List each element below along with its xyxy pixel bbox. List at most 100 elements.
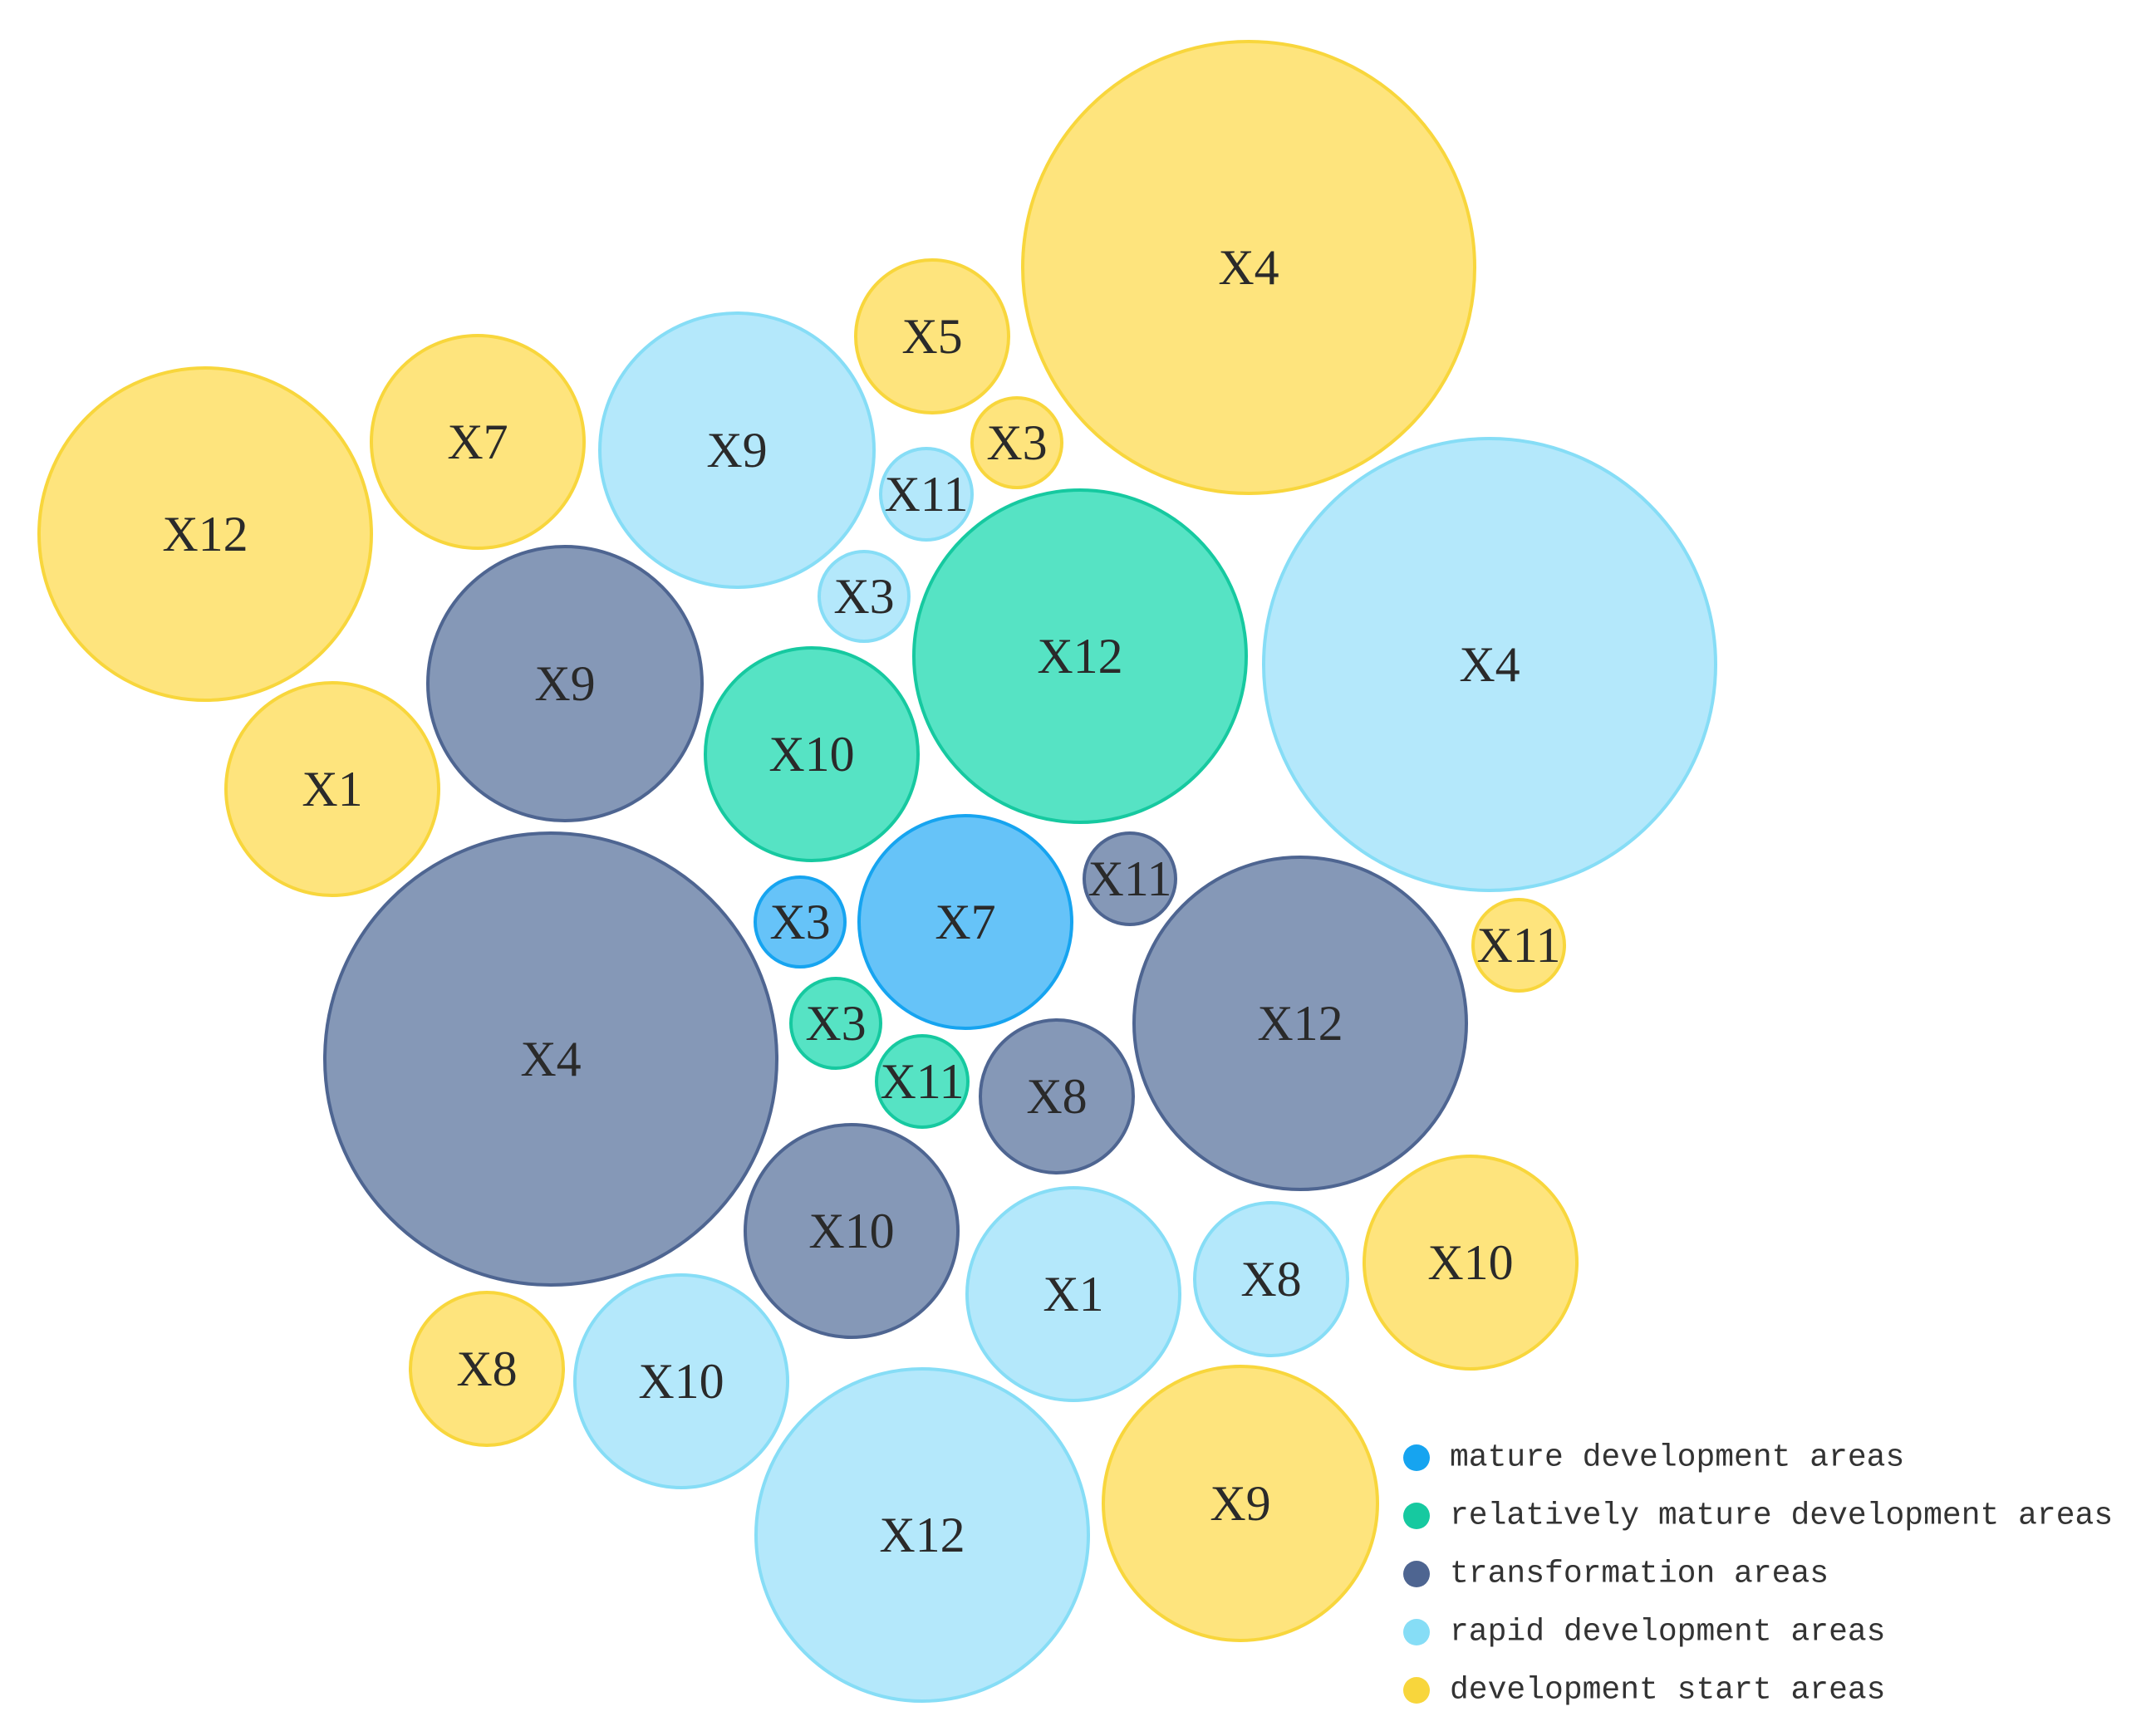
bubble-circle xyxy=(857,814,1073,1030)
bubble-circle xyxy=(704,646,920,862)
legend-item-mature: mature development areas xyxy=(1403,1440,1904,1476)
bubble-rapid-x12: X12 xyxy=(754,1367,1090,1703)
legend-marker xyxy=(1403,1503,1430,1529)
legend-marker xyxy=(1403,1444,1430,1471)
bubble-start-x5: X5 xyxy=(854,258,1010,414)
bubble-label: X12 xyxy=(1037,629,1122,684)
bubble-label: X1 xyxy=(302,762,362,817)
bubble-circle xyxy=(979,1018,1135,1174)
bubble-label: X9 xyxy=(1210,1476,1270,1531)
bubble-rapid-x1: X1 xyxy=(965,1186,1181,1402)
bubble-circle xyxy=(754,1367,1090,1703)
bubble-circle xyxy=(1132,856,1468,1191)
bubble-circle xyxy=(573,1273,789,1489)
bubble-circle xyxy=(818,550,911,643)
bubble-relatively_mature-x11: X11 xyxy=(875,1034,970,1129)
legend-label: rapid development areas xyxy=(1450,1615,1886,1650)
bubble-transformation-x12: X12 xyxy=(1132,856,1468,1191)
bubble-circle xyxy=(1102,1365,1379,1642)
bubble-transformation-x9: X9 xyxy=(426,545,704,822)
bubble-start-x3: X3 xyxy=(970,396,1063,489)
bubble-start-x10: X10 xyxy=(1363,1155,1579,1371)
bubble-label: X12 xyxy=(879,1508,965,1562)
bubble-circle xyxy=(323,831,778,1287)
bubble-circle xyxy=(879,447,974,542)
bubble-label: X11 xyxy=(1476,918,1560,973)
bubble-circle xyxy=(912,488,1248,824)
bubble-circle xyxy=(970,396,1063,489)
bubble-label: X4 xyxy=(1218,240,1279,295)
bubble-label: X1 xyxy=(1043,1267,1103,1322)
bubble-circle xyxy=(1471,898,1566,993)
bubble-circle xyxy=(789,977,882,1070)
bubble-start-x8: X8 xyxy=(409,1291,565,1447)
bubble-circle xyxy=(1021,40,1476,495)
legend-label: mature development areas xyxy=(1450,1440,1904,1476)
bubble-label: X3 xyxy=(769,895,830,949)
bubble-circle xyxy=(875,1034,970,1129)
bubble-circle xyxy=(1262,437,1717,892)
legend-marker xyxy=(1403,1677,1430,1704)
bubble-circle xyxy=(409,1291,565,1447)
bubble-label: X10 xyxy=(638,1354,724,1409)
legend-item-start: development start areas xyxy=(1403,1673,1886,1709)
bubble-start-x12: X12 xyxy=(37,366,373,702)
bubble-label: X11 xyxy=(884,467,968,522)
bubble-label: X12 xyxy=(162,507,248,562)
bubble-label: X7 xyxy=(447,414,508,469)
bubble-circle xyxy=(1083,831,1177,926)
bubble-start-x11: X11 xyxy=(1471,898,1566,993)
bubble-label: X7 xyxy=(935,895,995,949)
bubble-label: X10 xyxy=(768,727,854,782)
bubbles-group: X4 X5 X3 X7 X12 X1 X11 X10 X8 X9 X9 X11 X3 X4 X1 X8 X10 X… xyxy=(37,40,1717,1703)
bubble-circle xyxy=(1193,1201,1349,1357)
bubble-rapid-x10: X10 xyxy=(573,1273,789,1489)
bubble-circle xyxy=(598,311,876,589)
bubble-circle xyxy=(1363,1155,1579,1371)
legend: mature development areas relatively matur… xyxy=(1403,1440,2113,1709)
bubble-relatively_mature-x12: X12 xyxy=(912,488,1248,824)
bubble-label: X5 xyxy=(901,309,962,364)
bubble-label: X3 xyxy=(986,415,1047,470)
bubble-circle xyxy=(224,681,440,897)
bubble-start-x7: X7 xyxy=(370,334,586,550)
bubble-mature-x7: X7 xyxy=(857,814,1073,1030)
bubble-label: X11 xyxy=(1088,851,1171,906)
bubble-circle xyxy=(854,258,1010,414)
legend-label: transformation areas xyxy=(1450,1557,1829,1592)
bubble-circle xyxy=(370,334,586,550)
bubble-transformation-x4: X4 xyxy=(323,831,778,1287)
bubble-label: X11 xyxy=(880,1054,964,1109)
bubble-label: X10 xyxy=(808,1204,894,1258)
bubble-circle xyxy=(37,366,373,702)
bubble-label: X3 xyxy=(833,569,894,624)
bubble-transformation-x8: X8 xyxy=(979,1018,1135,1174)
legend-label: relatively mature development areas xyxy=(1450,1498,2113,1534)
legend-item-rapid: rapid development areas xyxy=(1403,1615,1886,1650)
bubble-circle xyxy=(744,1123,960,1339)
legend-marker xyxy=(1403,1561,1430,1587)
legend-label: development start areas xyxy=(1450,1673,1886,1709)
bubble-start-x9: X9 xyxy=(1102,1365,1379,1642)
bubble-label: X4 xyxy=(520,1032,581,1086)
bubble-label: X12 xyxy=(1257,996,1343,1051)
legend-item-transformation: transformation areas xyxy=(1403,1557,1829,1592)
bubble-rapid-x9: X9 xyxy=(598,311,876,589)
bubble-label: X8 xyxy=(1240,1252,1301,1307)
bubble-relatively_mature-x3: X3 xyxy=(789,977,882,1070)
bubble-rapid-x8: X8 xyxy=(1193,1201,1349,1357)
bubble-rapid-x3: X3 xyxy=(818,550,911,643)
legend-item-relatively-mature: relatively mature development areas xyxy=(1403,1498,2113,1534)
bubble-transformation-x11: X11 xyxy=(1083,831,1177,926)
bubble-mature-x3: X3 xyxy=(754,875,847,969)
bubble-label: X10 xyxy=(1427,1235,1513,1290)
bubble-rapid-x4: X4 xyxy=(1262,437,1717,892)
bubble-circle xyxy=(426,545,704,822)
bubble-label: X8 xyxy=(1026,1069,1087,1124)
bubble-circle xyxy=(754,875,847,969)
bubble-start-x4: X4 xyxy=(1021,40,1476,495)
bubble-start-x1: X1 xyxy=(224,681,440,897)
bubble-circle xyxy=(965,1186,1181,1402)
